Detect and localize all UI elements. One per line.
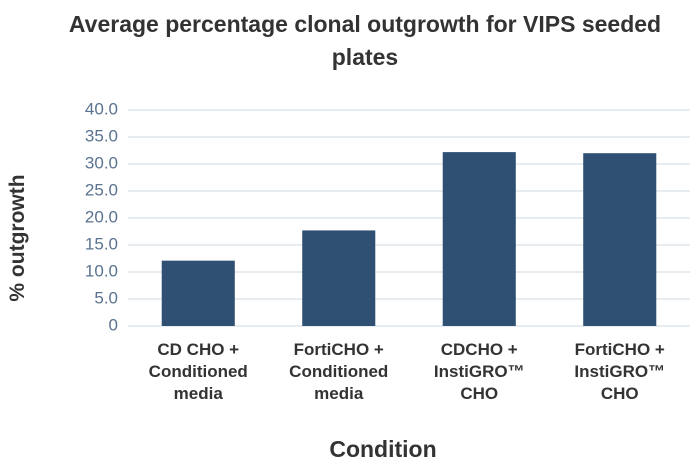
y-axis-title: % outgrowth [6, 174, 29, 302]
y-tick-label: 40.0 [85, 99, 118, 118]
y-tick-label: 15.0 [85, 234, 118, 253]
y-tick-label: 5.0 [94, 288, 118, 307]
x-tick-label: FortiCHO + Conditioned media [289, 340, 389, 403]
bar [302, 230, 376, 326]
bar [442, 152, 516, 326]
y-tick-label: 0 [109, 315, 118, 334]
bar [583, 153, 657, 326]
y-tick-label: 20.0 [85, 207, 118, 226]
y-tick-label: 30.0 [85, 153, 118, 172]
y-tick-label: 10.0 [85, 261, 118, 280]
y-tick-label: 35.0 [85, 126, 118, 145]
bar [161, 260, 235, 326]
x-axis-title: Condition [329, 436, 437, 462]
x-tick-label: CD CHO + Conditioned media [148, 340, 248, 403]
chart-title: Average percentage clonal outgrowth for … [68, 11, 662, 70]
x-tick-label: CDCHO + InstiGRO™ CHO [433, 340, 525, 403]
x-tick-label: FortiCHO + InstiGRO™ CHO [574, 340, 666, 403]
y-tick-label: 25.0 [85, 180, 118, 199]
